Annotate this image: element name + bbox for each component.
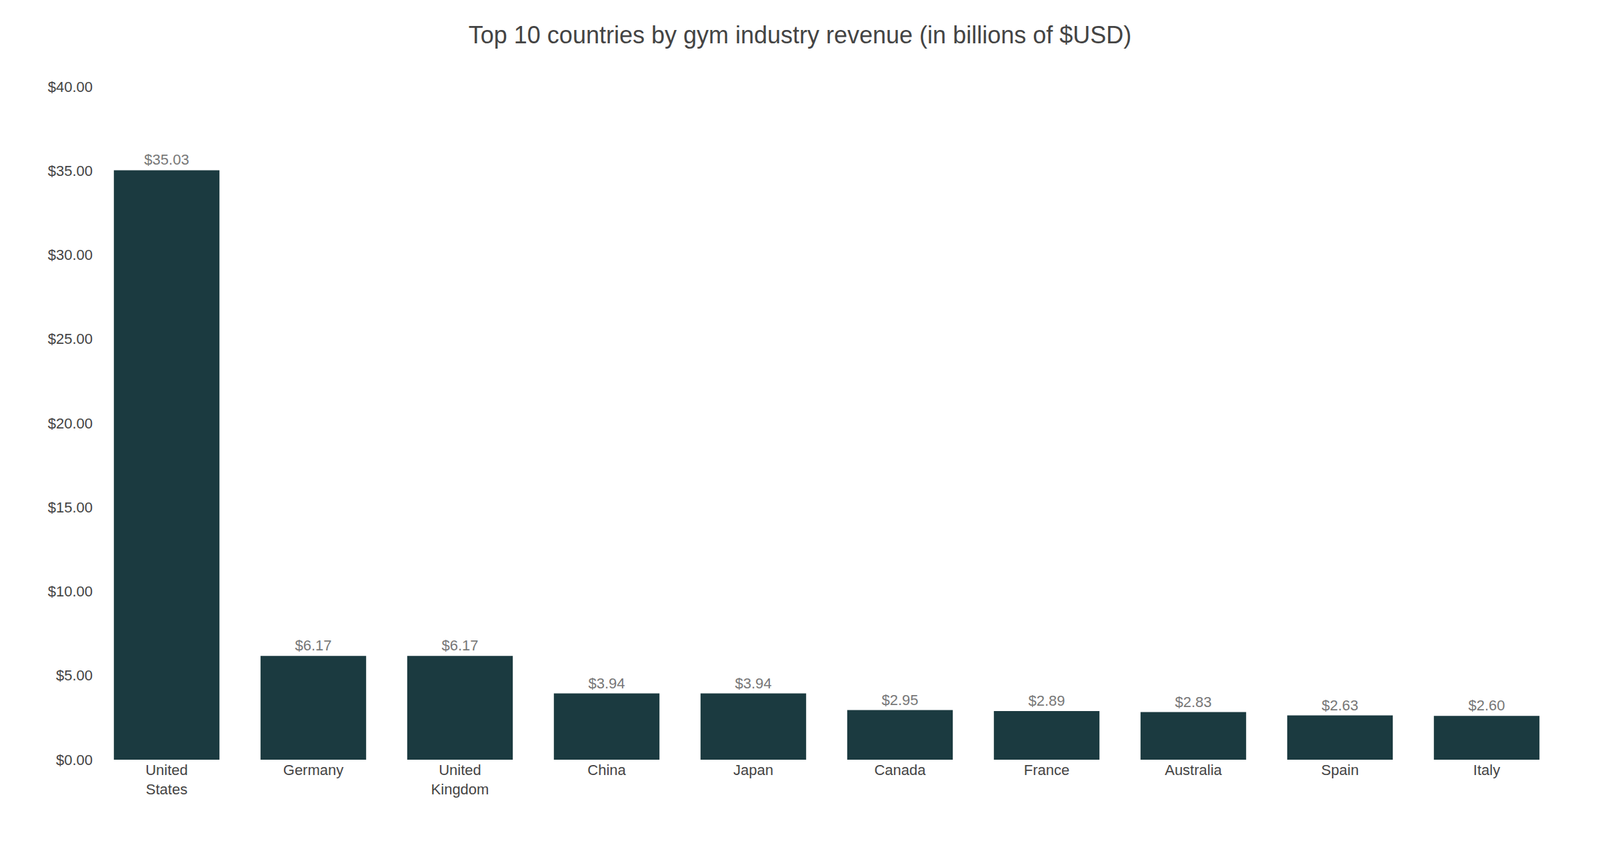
svg-text:$2.95: $2.95 xyxy=(881,692,918,709)
svg-text:$15.00: $15.00 xyxy=(48,499,93,516)
svg-text:$2.60: $2.60 xyxy=(1468,697,1505,714)
svg-text:$2.63: $2.63 xyxy=(1321,697,1358,714)
svg-text:Canada: Canada xyxy=(874,762,926,779)
svg-text:$25.00: $25.00 xyxy=(48,330,93,348)
svg-text:$2.83: $2.83 xyxy=(1174,694,1212,711)
svg-text:Spain: Spain xyxy=(1321,762,1359,779)
svg-text:$20.00: $20.00 xyxy=(48,415,93,432)
svg-text:$40.00: $40.00 xyxy=(48,78,93,96)
svg-text:$6.17: $6.17 xyxy=(441,637,478,654)
svg-text:Japan: Japan xyxy=(733,762,774,779)
svg-text:$35.03: $35.03 xyxy=(144,151,189,168)
svg-text:Italy: Italy xyxy=(1473,762,1500,779)
svg-text:$2.89: $2.89 xyxy=(1028,692,1065,710)
svg-text:$0.00: $0.00 xyxy=(56,752,93,769)
svg-text:$3.94: $3.94 xyxy=(588,675,625,692)
svg-text:China: China xyxy=(587,762,626,779)
svg-text:$5.00: $5.00 xyxy=(56,667,93,684)
svg-text:$10.00: $10.00 xyxy=(48,583,93,600)
svg-text:UnitedStates: UnitedStates xyxy=(145,762,188,798)
svg-text:France: France xyxy=(1024,762,1070,779)
svg-text:Australia: Australia xyxy=(1164,762,1222,779)
svg-text:UnitedKingdom: UnitedKingdom xyxy=(431,762,490,798)
svg-text:$6.17: $6.17 xyxy=(294,637,332,654)
svg-text:Germany: Germany xyxy=(283,762,344,779)
svg-text:$30.00: $30.00 xyxy=(48,246,93,264)
svg-text:Top 10 countries by gym indust: Top 10 countries by gym industry revenue… xyxy=(468,21,1132,49)
svg-text:$3.94: $3.94 xyxy=(734,675,772,692)
svg-text:$35.00: $35.00 xyxy=(48,162,93,180)
